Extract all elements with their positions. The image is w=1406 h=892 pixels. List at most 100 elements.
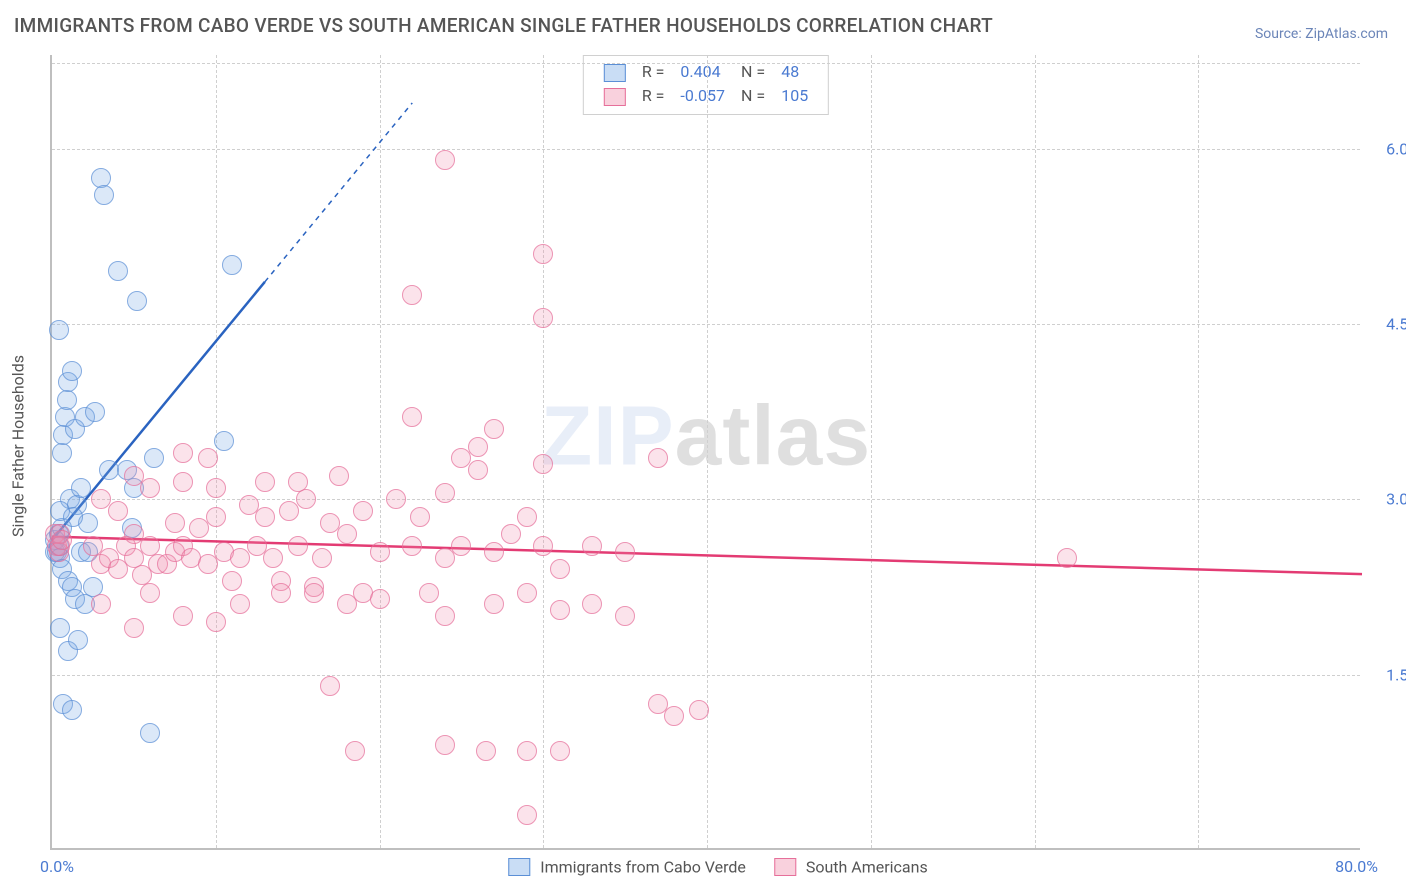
scatter-point: [99, 460, 119, 480]
scatter-point: [1057, 548, 1077, 568]
scatter-point: [198, 448, 218, 468]
scatter-point: [62, 700, 82, 720]
scatter-point: [533, 308, 553, 328]
scatter-point: [484, 594, 504, 614]
scatter-point: [419, 583, 439, 603]
scatter-point: [550, 600, 570, 620]
scatter-point: [337, 524, 357, 544]
scatter-point: [222, 571, 242, 591]
scatter-point: [304, 583, 324, 603]
scatter-point: [312, 548, 332, 568]
scatter-point: [52, 443, 72, 463]
scatter-point: [435, 735, 455, 755]
scatter-point: [108, 261, 128, 281]
scatter-point: [517, 805, 537, 825]
scatter-point: [52, 530, 72, 550]
scatter-point: [517, 583, 537, 603]
scatter-point: [402, 536, 422, 556]
scatter-point: [476, 741, 496, 761]
legend-label-pink: South Americans: [806, 857, 928, 876]
scatter-point: [615, 606, 635, 626]
scatter-point: [49, 320, 69, 340]
scatter-point: [386, 489, 406, 509]
scatter-point: [370, 542, 390, 562]
legend-series: Immigrants from Cabo Verde South America…: [484, 856, 927, 876]
scatter-point: [615, 542, 635, 562]
y-axis-label: Single Father Households: [9, 355, 28, 537]
scatter-point: [689, 700, 709, 720]
scatter-point: [206, 612, 226, 632]
scatter-point: [435, 606, 455, 626]
y-tick: 6.0%: [1365, 139, 1406, 158]
scatter-point: [517, 507, 537, 527]
y-tick: 1.5%: [1365, 665, 1406, 684]
scatter-point: [144, 448, 164, 468]
scatter-point: [435, 150, 455, 170]
scatter-point: [468, 437, 488, 457]
scatter-point: [85, 402, 105, 422]
scatter-point: [288, 536, 308, 556]
chart-title: IMMIGRANTS FROM CABO VERDE VS SOUTH AMER…: [14, 14, 993, 37]
scatter-point: [63, 507, 83, 527]
scatter-point: [484, 542, 504, 562]
scatter-point: [402, 285, 422, 305]
scatter-point: [271, 583, 291, 603]
scatter-point: [533, 454, 553, 474]
scatter-point: [517, 741, 537, 761]
scatter-point: [68, 630, 88, 650]
scatter-point: [165, 513, 185, 533]
scatter-point: [345, 741, 365, 761]
y-tick: 4.5%: [1365, 314, 1406, 333]
scatter-point: [296, 489, 316, 509]
scatter-point: [353, 501, 373, 521]
x-tick-min: 0.0%: [40, 857, 74, 876]
scatter-point: [91, 489, 111, 509]
scatter-point: [173, 443, 193, 463]
scatter-point: [320, 676, 340, 696]
scatter-point: [451, 536, 471, 556]
scatter-point: [230, 594, 250, 614]
source-text: Source: ZipAtlas.com: [1255, 26, 1388, 42]
scatter-point: [127, 291, 147, 311]
scatter-point: [57, 390, 77, 410]
scatter-point: [173, 472, 193, 492]
scatter-point: [108, 501, 128, 521]
y-tick: 3.0%: [1365, 490, 1406, 509]
scatter-point: [550, 559, 570, 579]
scatter-point: [263, 548, 283, 568]
scatter-point: [206, 478, 226, 498]
scatter-point: [582, 594, 602, 614]
scatter-point: [435, 483, 455, 503]
scatter-point: [214, 431, 234, 451]
scatter-point: [140, 478, 160, 498]
scatter-point: [94, 185, 114, 205]
scatter-point: [50, 618, 70, 638]
scatter-point: [288, 472, 308, 492]
scatter-point: [501, 524, 521, 544]
scatter-point: [206, 507, 226, 527]
scatter-point: [140, 583, 160, 603]
swatch-blue-icon: [508, 858, 530, 876]
scatter-point: [71, 478, 91, 498]
scatter-point: [468, 460, 488, 480]
scatter-point: [124, 618, 144, 638]
scatter-point: [582, 536, 602, 556]
legend-label-blue: Immigrants from Cabo Verde: [540, 857, 746, 876]
scatter-point: [140, 723, 160, 743]
scatter-point: [222, 255, 242, 275]
scatter-point: [484, 419, 504, 439]
scatter-point: [410, 507, 430, 527]
trendlines: [52, 55, 1362, 850]
scatter-point: [664, 706, 684, 726]
scatter-point: [648, 448, 668, 468]
scatter-point: [255, 507, 275, 527]
x-tick-max: 80.0%: [1335, 857, 1378, 876]
scatter-point: [62, 361, 82, 381]
scatter-point: [91, 594, 111, 614]
scatter-point: [255, 472, 275, 492]
scatter-point: [550, 741, 570, 761]
scatter-point: [173, 606, 193, 626]
scatter-point: [402, 407, 422, 427]
scatter-point: [370, 589, 390, 609]
swatch-pink-icon: [774, 858, 796, 876]
